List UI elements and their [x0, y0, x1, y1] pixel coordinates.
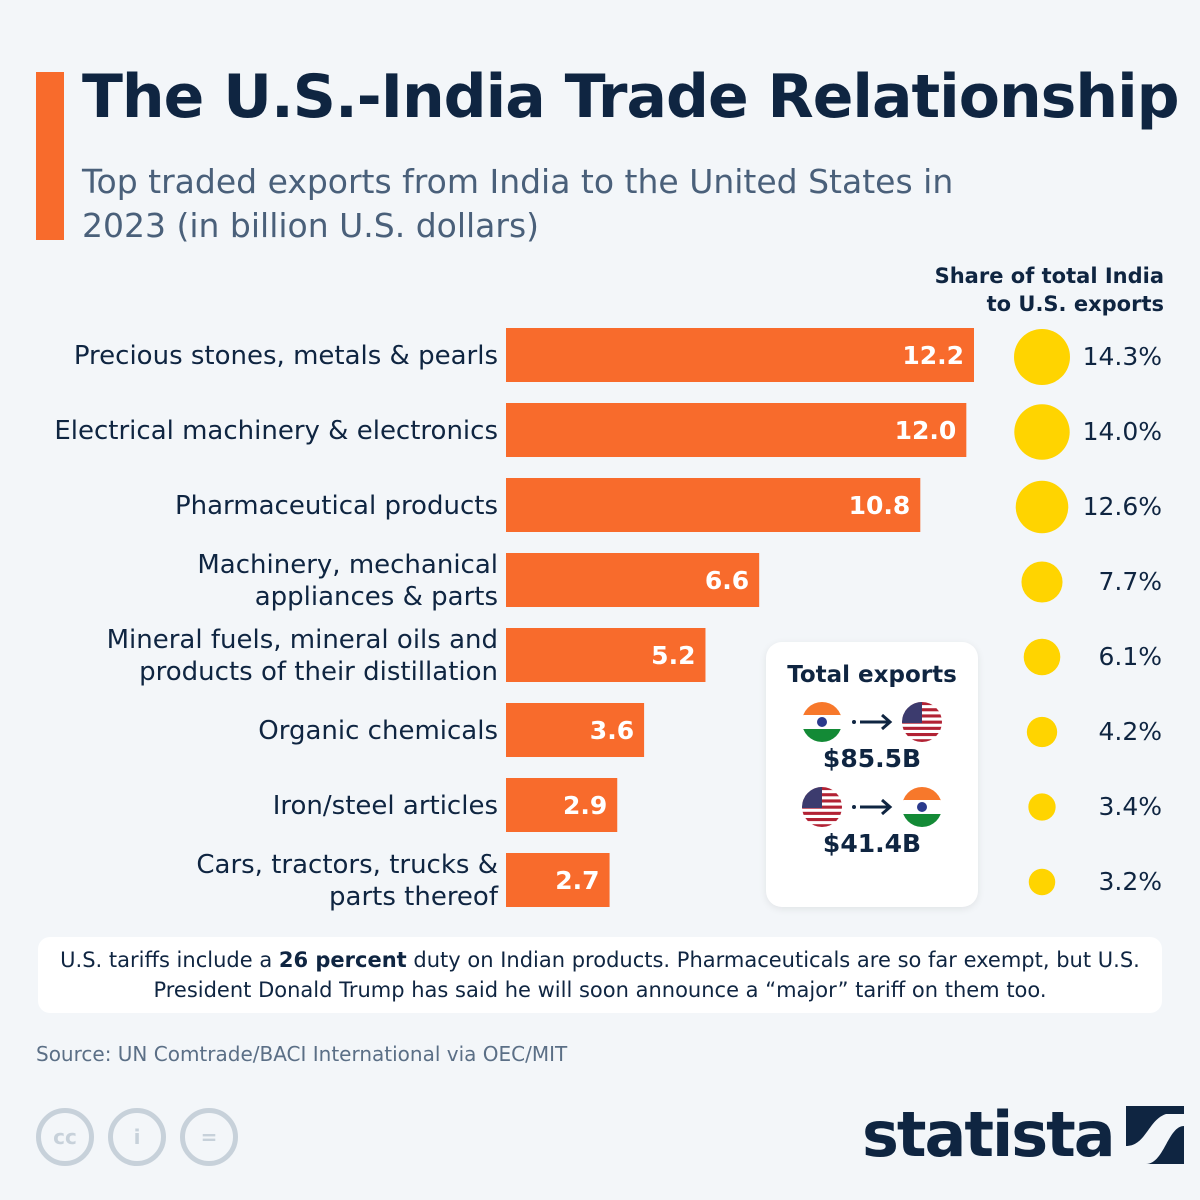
note-text: U.S. tariffs include a — [60, 948, 279, 972]
category-label: Machinery, mechanical — [197, 550, 498, 580]
by-icon[interactable]: i — [108, 1108, 166, 1166]
india-to-us-total: $85.5B — [822, 744, 922, 773]
license-icons[interactable]: cc i = — [36, 1108, 238, 1166]
category-label: Electrical machinery & electronics — [54, 416, 498, 446]
category-label: Mineral fuels, mineral oils and — [107, 625, 498, 655]
arrow-right-icon — [852, 798, 893, 816]
share-label: 3.4% — [1098, 792, 1162, 821]
bar-value-label: 12.0 — [895, 416, 957, 445]
share-bubble — [1026, 716, 1058, 748]
share-label: 3.2% — [1098, 867, 1162, 896]
bar-value-label: 3.6 — [590, 716, 634, 745]
category-label: products of their distillation — [139, 657, 498, 687]
title-accent-bar — [36, 72, 64, 240]
bar-value-label: 6.6 — [705, 566, 749, 595]
note-text-end: duty on Indian products. Pharmaceuticals… — [153, 948, 1140, 1002]
flow-us-to-india — [766, 787, 978, 827]
page-title: The U.S.-India Trade Relationship — [82, 62, 1180, 132]
nd-icon[interactable]: = — [180, 1108, 238, 1166]
share-header-line2: to U.S. exports — [986, 292, 1164, 316]
bar — [506, 628, 706, 682]
bar-value-label: 2.7 — [555, 866, 599, 895]
statista-mark-icon — [1125, 1105, 1184, 1164]
share-bubble — [1028, 793, 1056, 821]
bar — [506, 478, 921, 532]
share-bubble — [1023, 638, 1061, 676]
bar — [506, 553, 760, 607]
category-label: appliances & parts — [255, 582, 498, 612]
category-label: Precious stones, metals & pearls — [74, 341, 498, 371]
flow-india-to-us — [766, 702, 978, 742]
share-label: 7.7% — [1098, 567, 1162, 596]
category-label: Cars, tractors, trucks & — [196, 850, 498, 880]
subtitle: Top traded exports from India to the Uni… — [82, 162, 954, 245]
share-label: 12.6% — [1083, 492, 1162, 521]
category-label: Organic chemicals — [258, 716, 498, 746]
share-bubble — [1021, 561, 1063, 603]
bar — [506, 703, 645, 757]
source-text: Source: UN Comtrade/BACI International v… — [36, 1042, 568, 1066]
total-exports-heading: Total exports — [787, 662, 957, 688]
india-flag-icon — [802, 702, 842, 742]
category-label: Pharmaceutical products — [175, 491, 498, 521]
note-bold: 26 percent — [278, 948, 407, 972]
share-bubble — [1015, 480, 1069, 534]
logo-text: statista — [862, 1098, 1116, 1171]
category-label: parts thereof — [329, 882, 499, 912]
bar — [506, 328, 974, 382]
india-flag-icon — [902, 787, 942, 827]
bar-value-label: 2.9 — [563, 791, 607, 820]
us-flag-icon — [902, 702, 942, 742]
share-label: 6.1% — [1098, 642, 1162, 671]
bar — [506, 403, 967, 457]
cc-icon[interactable]: cc — [36, 1108, 94, 1166]
bar — [506, 853, 610, 907]
share-label: 4.2% — [1098, 717, 1162, 746]
share-bubble — [1028, 868, 1056, 896]
bar-value-label: 12.2 — [902, 341, 964, 370]
us-to-india-total: $41.4B — [822, 829, 922, 858]
bar-value-label: 5.2 — [651, 641, 695, 670]
bar — [506, 778, 618, 832]
total-exports-box: Total exports $85.5B $41.4B — [766, 642, 978, 907]
us-flag-icon — [802, 787, 842, 827]
category-label: Iron/steel articles — [273, 791, 498, 821]
bar-value-label: 10.8 — [849, 491, 911, 520]
share-label: 14.3% — [1083, 342, 1162, 371]
share-header-line1: Share of total India — [934, 264, 1164, 288]
share-bubble — [1014, 404, 1070, 460]
share-label: 14.0% — [1083, 417, 1162, 446]
tariff-note: U.S. tariffs include a 26 percent duty o… — [38, 937, 1162, 1013]
statista-logo[interactable]: statista — [862, 1098, 1184, 1171]
share-bubble — [1014, 329, 1070, 385]
share-column-header: Share of total India to U.S. exports — [935, 262, 1164, 318]
arrow-right-icon — [852, 713, 893, 731]
